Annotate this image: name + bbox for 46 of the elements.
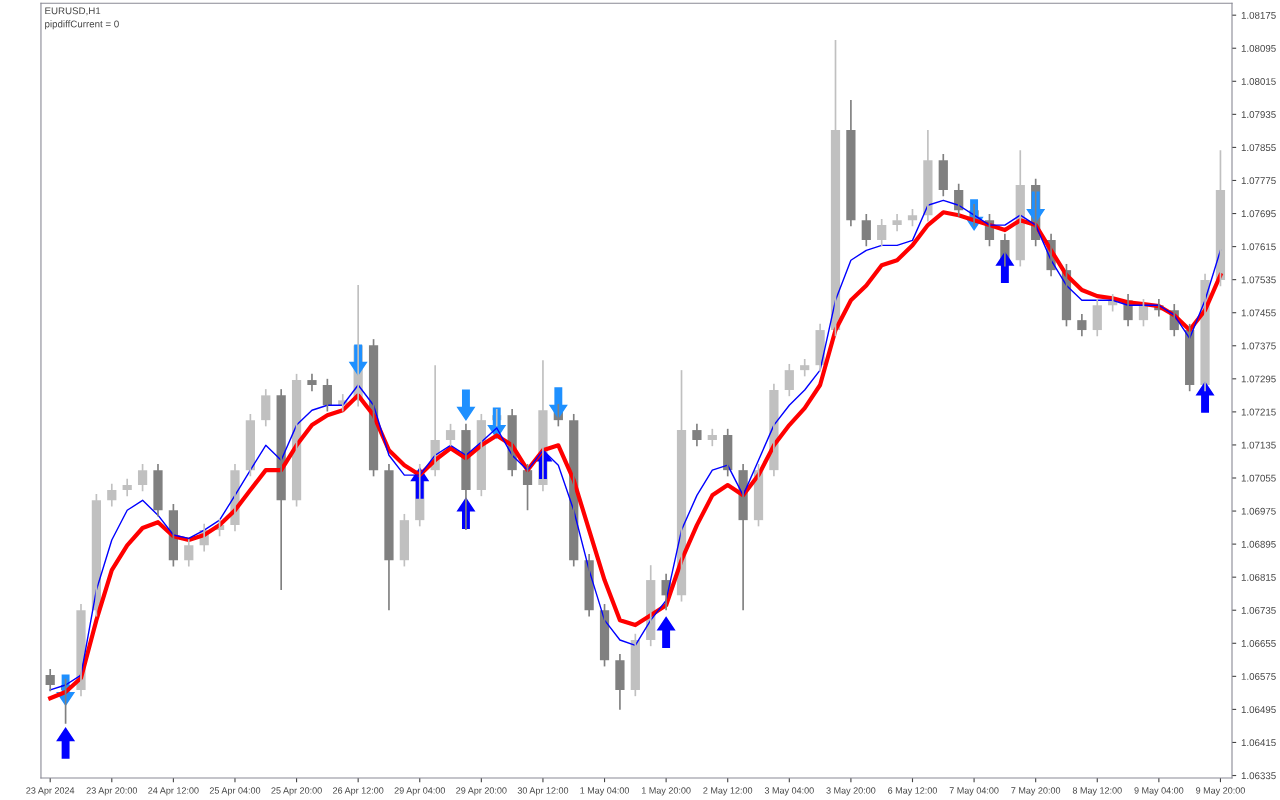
x-tick-label: 8 May 12:00 bbox=[1072, 787, 1122, 796]
y-tick-label: 1.07055 bbox=[1241, 474, 1276, 482]
y-tick-label: 1.07695 bbox=[1241, 210, 1276, 218]
x-tick-label: 3 May 20:00 bbox=[826, 787, 876, 796]
y-tick-label: 1.07375 bbox=[1241, 342, 1276, 350]
y-tick-label: 1.06735 bbox=[1241, 606, 1276, 614]
y-tick-label: 1.08175 bbox=[1241, 11, 1276, 19]
x-tick-label: 7 May 04:00 bbox=[949, 787, 999, 796]
y-tick-label: 1.06575 bbox=[1241, 673, 1276, 680]
annotation: pipdiffCurrent = 0 bbox=[45, 20, 119, 30]
x-tick-label: 9 May 20:00 bbox=[1196, 787, 1245, 796]
x-tick-label: 24 Apr 12:00 bbox=[148, 787, 199, 796]
x-tick-label: 26 Apr 12:00 bbox=[333, 787, 384, 796]
x-tick-label: 1 May 04:00 bbox=[580, 787, 630, 796]
y-tick-label: 1.07615 bbox=[1241, 243, 1276, 251]
y-tick-label: 1.06975 bbox=[1241, 507, 1276, 515]
y-tick-label: 1.07775 bbox=[1241, 177, 1276, 185]
x-tick-label: 29 Apr 04:00 bbox=[394, 787, 445, 796]
y-tick-label: 1.07935 bbox=[1241, 111, 1276, 118]
x-tick-label: 1 May 20:00 bbox=[641, 787, 691, 796]
y-tick-label: 1.08095 bbox=[1241, 44, 1276, 52]
x-tick-label: 6 May 12:00 bbox=[888, 787, 937, 796]
chart-title: EURUSD,H1 bbox=[45, 7, 101, 16]
y-tick-label: 1.07855 bbox=[1241, 144, 1276, 152]
x-tick-label: 23 Apr 20:00 bbox=[86, 787, 138, 796]
x-tick-label: 25 Apr 20:00 bbox=[271, 787, 322, 796]
y-tick-label: 1.07295 bbox=[1241, 375, 1276, 383]
x-tick-label: 2 May 12:00 bbox=[703, 787, 753, 796]
y-tick-label: 1.06335 bbox=[1241, 772, 1276, 780]
x-tick-label: 30 Apr 12:00 bbox=[517, 787, 569, 796]
x-tick-label: 25 Apr 04:00 bbox=[209, 787, 261, 796]
y-tick-label: 1.07455 bbox=[1241, 309, 1276, 317]
y-tick-label: 1.06815 bbox=[1241, 573, 1276, 581]
y-tick-label: 1.06495 bbox=[1241, 706, 1276, 714]
y-tick-label: 1.06415 bbox=[1241, 739, 1276, 747]
x-tick-label: 23 Apr 2024 bbox=[26, 787, 75, 796]
y-tick-label: 1.06655 bbox=[1241, 640, 1276, 647]
y-tick-label: 1.07535 bbox=[1241, 276, 1276, 284]
x-tick-label: 3 May 04:00 bbox=[764, 787, 814, 796]
x-tick-label: 9 May 04:00 bbox=[1134, 787, 1184, 796]
y-tick-label: 1.07215 bbox=[1241, 408, 1276, 416]
y-tick-label: 1.06895 bbox=[1241, 540, 1276, 548]
x-tick-label: 29 Apr 20:00 bbox=[456, 787, 507, 796]
y-tick-label: 1.07135 bbox=[1241, 441, 1276, 449]
x-tick-label: 7 May 20:00 bbox=[1011, 787, 1061, 796]
y-tick-label: 1.08015 bbox=[1241, 78, 1276, 85]
